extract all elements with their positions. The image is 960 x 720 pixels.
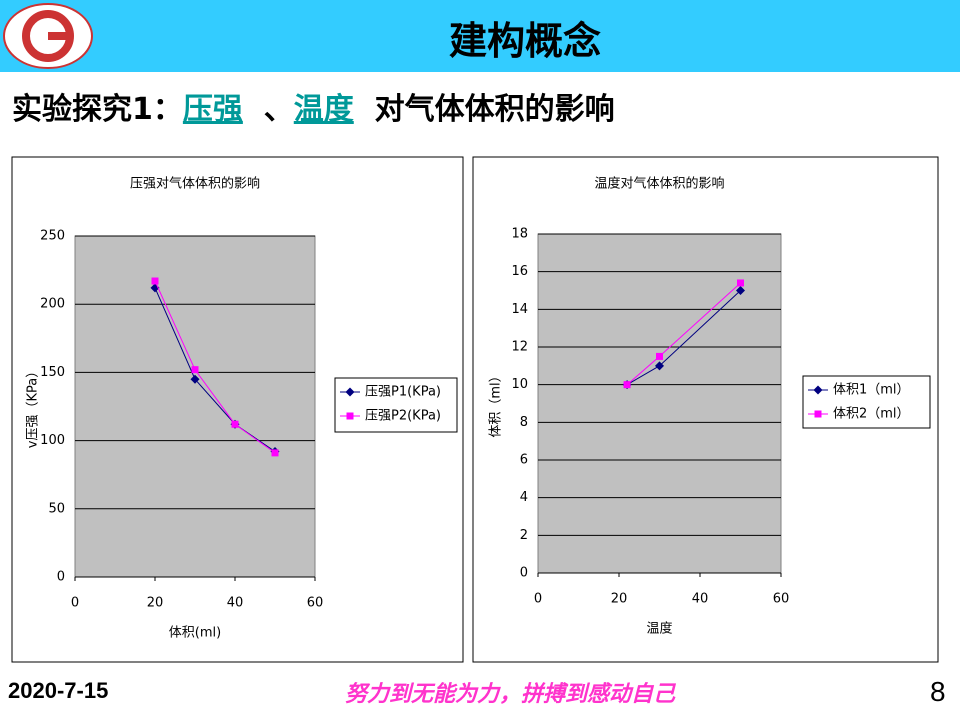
legend-marker <box>814 410 822 418</box>
marker <box>656 352 663 360</box>
subtitle-link[interactable]: 压强 <box>182 92 243 127</box>
y-tick-label: 50 <box>48 501 65 516</box>
legend-label: 体积2（ml） <box>833 407 910 422</box>
y-tick-label: 250 <box>40 229 65 244</box>
chart-title: 压强对气体体积的影响 <box>130 176 260 192</box>
chart-title: 温度对气体体积的影响 <box>594 176 724 192</box>
slogan: 努力到无能为力，拼搏到感动自己 <box>344 682 675 707</box>
y-tick-label: 0 <box>57 570 65 585</box>
plot-area <box>74 235 316 578</box>
y-tick-label: 4 <box>520 490 528 505</box>
x-tick-label: 20 <box>611 592 628 607</box>
header-bar <box>0 0 960 72</box>
marker <box>190 374 200 384</box>
marker <box>736 286 745 295</box>
y-tick-label: 100 <box>40 433 65 448</box>
marker <box>231 420 239 428</box>
x-axis-label: 温度 <box>646 621 672 637</box>
y-tick-label: 0 <box>520 566 528 581</box>
y-tick-label: 12 <box>511 340 528 355</box>
page-number: 8 <box>930 676 946 707</box>
date: 2020-7-15 <box>8 678 109 703</box>
y-tick-label: 8 <box>520 415 528 430</box>
series-line <box>154 280 276 454</box>
series-line <box>154 287 276 452</box>
subtitle: 实验探究1：压强 、温度 对气体体积的影响 <box>12 84 615 128</box>
legend-marker <box>346 412 354 420</box>
y-tick-label: 2 <box>520 528 528 543</box>
legend-label: 压强P2(KPa) <box>365 409 441 424</box>
y-axis-label: v压强（KPa） <box>26 365 41 448</box>
subtitle-link[interactable]: 温度 <box>293 92 354 127</box>
legend-label: 体积1（ml） <box>833 383 910 398</box>
marker <box>271 449 279 457</box>
x-tick-label: 0 <box>534 592 542 607</box>
x-tick-label: 0 <box>71 596 79 611</box>
legend-box <box>802 375 931 429</box>
y-tick-label: 16 <box>511 264 528 279</box>
plot-area <box>537 233 782 574</box>
marker <box>655 361 664 371</box>
legend-marker <box>345 387 355 397</box>
logo <box>3 3 93 69</box>
slide-title: 建构概念 <box>448 19 601 63</box>
legend-label: 压强P1(KPa) <box>365 385 441 400</box>
x-tick-label: 60 <box>773 592 790 607</box>
y-tick-label: 18 <box>511 227 528 242</box>
y-tick-label: 10 <box>511 377 528 392</box>
x-tick-label: 40 <box>692 592 709 607</box>
y-tick-label: 150 <box>40 365 65 380</box>
marker <box>191 366 199 374</box>
y-tick-label: 14 <box>511 302 528 317</box>
subtitle-text: 、 <box>263 92 294 127</box>
subtitle-text: 实验探究1： <box>12 92 183 127</box>
x-tick-label: 20 <box>147 596 164 611</box>
y-tick-label: 6 <box>520 453 528 468</box>
marker <box>151 277 159 285</box>
x-axis-label: 体积(ml) <box>169 626 221 641</box>
legend-marker <box>813 385 823 395</box>
marker <box>623 381 631 389</box>
legend-box <box>334 377 458 433</box>
subtitle-text: 对气体体积的影响 <box>374 92 615 127</box>
y-axis-label: 体积（ml） <box>489 369 504 437</box>
y-tick-label: 200 <box>40 297 65 312</box>
marker <box>737 279 744 287</box>
x-tick-label: 40 <box>227 596 244 611</box>
x-tick-label: 60 <box>307 596 324 611</box>
